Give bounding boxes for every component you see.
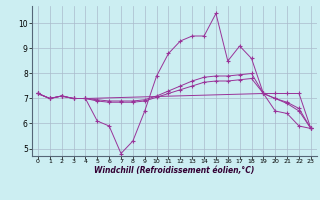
X-axis label: Windchill (Refroidissement éolien,°C): Windchill (Refroidissement éolien,°C)	[94, 166, 255, 175]
